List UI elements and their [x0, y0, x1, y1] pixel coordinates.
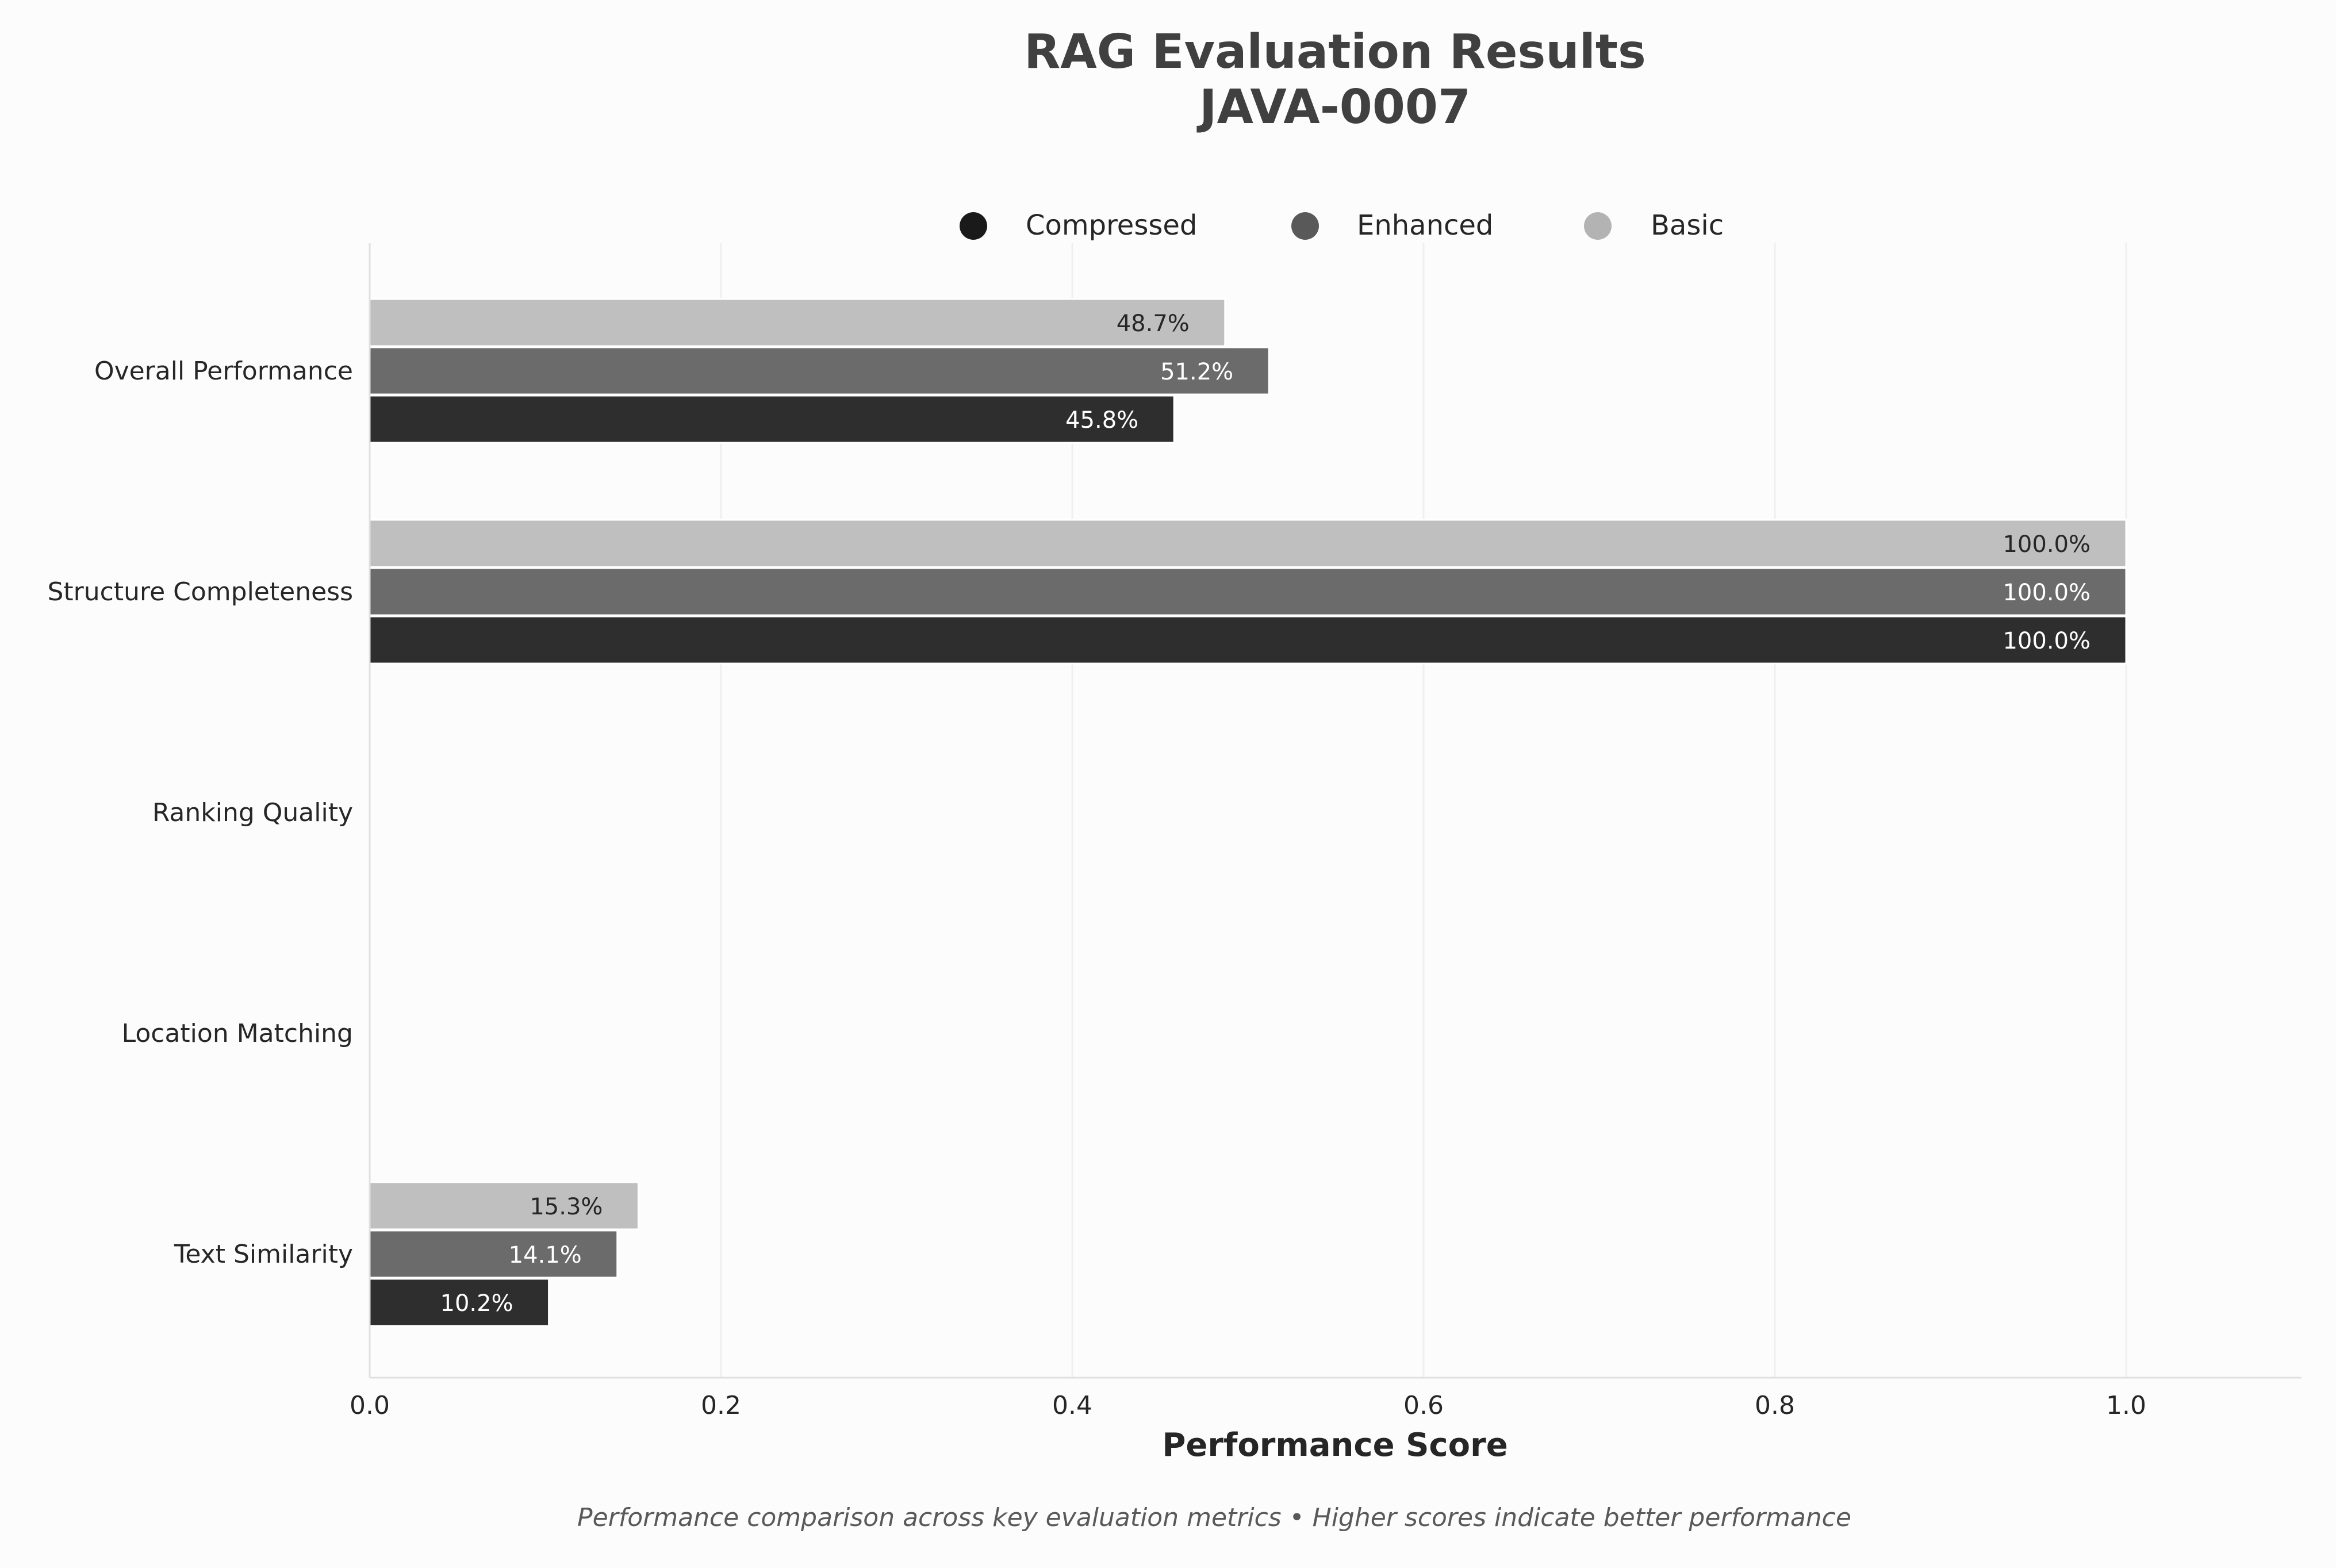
- data-label-enhanced-overall-performance: 51.2%: [1160, 359, 1233, 385]
- chart-title-block: RAG Evaluation Results JAVA-0007: [1024, 25, 1646, 135]
- bars: 45.8% 51.2% 48.7% 100.0% 100.0% 100.0% 10.2% 14…: [369, 298, 2127, 1327]
- data-label-enhanced-text-similarity: 14.1%: [509, 1242, 582, 1268]
- bar-enhanced-overall-performance: [369, 346, 1270, 396]
- bar-basic-text-similarity: [369, 1181, 639, 1230]
- legend-marker-enhanced: [1291, 212, 1319, 240]
- plot-area: 45.8% 51.2% 48.7% 100.0% 100.0% 100.0% 10.2% 14…: [47, 243, 2302, 1420]
- bar-basic-overall-performance: [369, 298, 1226, 347]
- chart-subtitle: JAVA-0007: [1196, 80, 1471, 135]
- x-tick-labels: 0.0 0.2 0.4 0.6 0.8 1.0: [350, 1391, 2146, 1420]
- chart-caption: Performance comparison across key evalua…: [577, 1503, 1851, 1532]
- x-tick-label: 0.0: [350, 1391, 390, 1420]
- bar-compressed-overall-performance: [369, 394, 1175, 444]
- data-label-compressed-structure-completeness: 100.0%: [2003, 628, 2090, 654]
- legend-label-enhanced: Enhanced: [1357, 209, 1493, 241]
- legend: Compressed Enhanced Basic: [960, 209, 1724, 241]
- x-tick-label: 0.2: [701, 1391, 741, 1420]
- x-tick-label: 0.6: [1403, 1391, 1444, 1420]
- legend-marker-compressed: [960, 212, 987, 240]
- legend-label-compressed: Compressed: [1026, 209, 1197, 241]
- legend-marker-basic: [1584, 212, 1612, 240]
- x-axis-label: Performance Score: [1162, 1427, 1508, 1464]
- x-tick-label: 0.4: [1052, 1391, 1092, 1420]
- bar-enhanced-structure-completeness: [369, 567, 2127, 616]
- x-tick-label: 1.0: [2106, 1391, 2146, 1420]
- bar-compressed-text-similarity: [369, 1278, 550, 1327]
- data-label-basic-structure-completeness: 100.0%: [2003, 531, 2090, 558]
- y-tick-label-location-matching: Location Matching: [122, 1019, 353, 1048]
- chart-title: RAG Evaluation Results: [1024, 25, 1646, 79]
- y-tick-label-structure-completeness: Structure Completeness: [47, 577, 353, 607]
- bar-basic-structure-completeness: [369, 519, 2127, 568]
- y-tick-label-text-similarity: Text Similarity: [174, 1240, 353, 1269]
- y-tick-label-ranking-quality: Ranking Quality: [152, 798, 353, 827]
- axes: [369, 243, 2302, 1379]
- data-label-compressed-overall-performance: 45.8%: [1065, 407, 1138, 434]
- bar-compressed-structure-completeness: [369, 615, 2127, 665]
- legend-label-basic: Basic: [1651, 209, 1724, 241]
- y-tick-label-overall-performance: Overall Performance: [94, 356, 353, 386]
- data-label-enhanced-structure-completeness: 100.0%: [2003, 580, 2090, 606]
- data-label-basic-text-similarity: 15.3%: [530, 1194, 603, 1220]
- x-tick-label: 0.8: [1755, 1391, 1795, 1420]
- data-label-compressed-text-similarity: 10.2%: [440, 1290, 513, 1317]
- y-tick-labels: Overall Performance Structure Completenes…: [47, 356, 353, 1269]
- data-label-basic-overall-performance: 48.7%: [1117, 310, 1190, 337]
